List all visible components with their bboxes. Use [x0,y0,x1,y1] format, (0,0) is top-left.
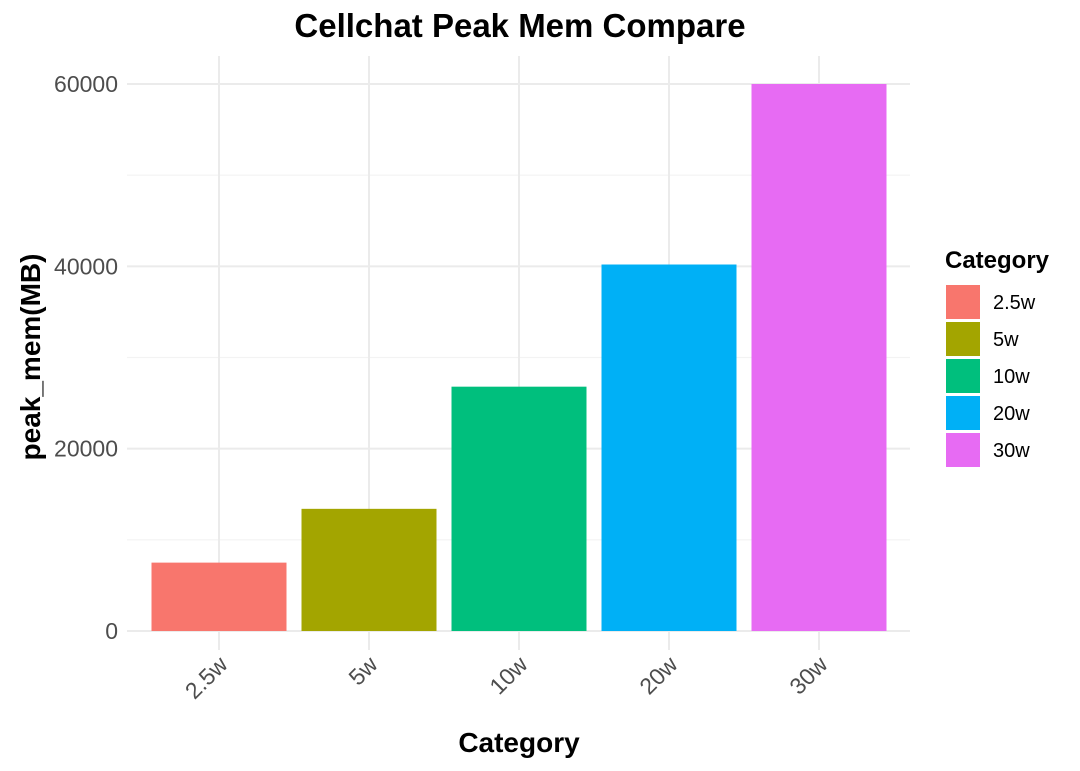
y-tick-label: 40000 [54,253,118,279]
bar-10w [451,386,587,631]
x-axis-title: Category [458,727,580,758]
bars-layer [151,84,887,631]
legend-label: 20w [993,403,1030,425]
y-tick-label: 0 [105,618,118,644]
legend-items: 2.5w 5w 10w 20w 30w [946,285,1036,467]
y-axis-ticks: 0 20000 40000 60000 [54,71,118,644]
legend-label: 10w [993,366,1030,388]
legend-key-10w [946,359,980,393]
x-tick-label: 20w [634,651,682,699]
y-axis-title: peak_mem(MB) [15,254,46,461]
legend-label: 5w [993,329,1019,351]
x-tick-label: 5w [343,651,382,690]
legend-key-20w [946,396,980,430]
legend-key-30w [946,433,980,467]
x-tick-label: 2.5w [180,651,233,704]
legend-title: Category [945,247,1050,274]
legend: Category 2.5w 5w 10w 20w 30w [945,247,1050,467]
chart-title: Cellchat Peak Mem Compare [294,7,745,44]
legend-key-5w [946,322,980,356]
y-tick-label: 60000 [54,71,118,97]
x-tick-label: 10w [484,651,532,699]
legend-label: 2.5w [993,292,1036,314]
y-tick-label: 20000 [54,436,118,462]
x-axis-ticks: 2.5w 5w 10w 20w 30w [180,651,833,704]
bar-20w [601,264,737,631]
bar-2.5w [151,562,287,631]
bar-30w [751,84,887,631]
legend-key-2.5w [946,285,980,319]
x-tick-label: 30w [784,651,832,699]
legend-label: 30w [993,440,1030,462]
bar-5w [301,508,437,631]
